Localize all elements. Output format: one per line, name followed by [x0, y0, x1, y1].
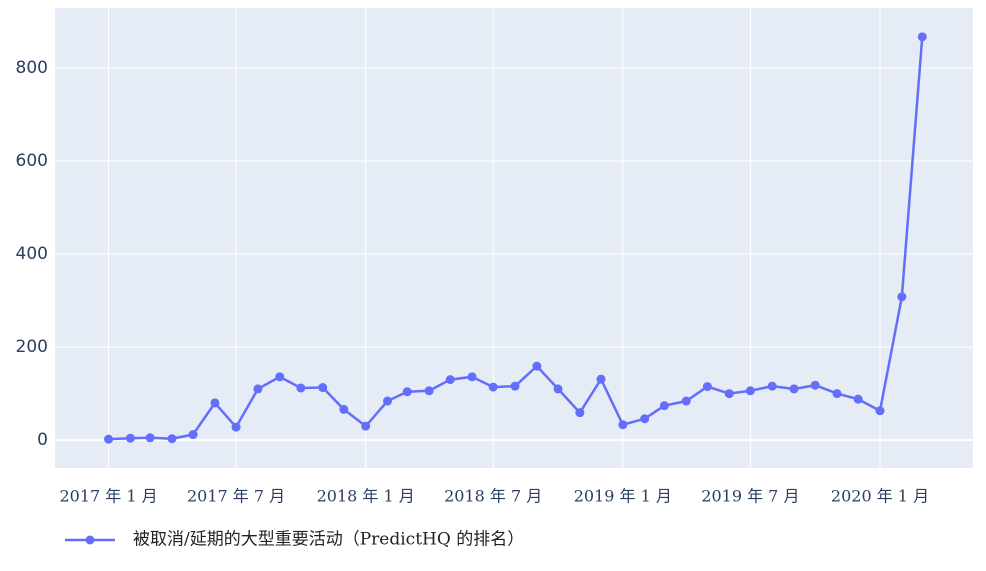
- point: [659, 401, 669, 411]
- point: [810, 380, 820, 390]
- point: [145, 433, 155, 443]
- point: [445, 375, 455, 385]
- point: [596, 374, 606, 384]
- y-tick-label: 600: [16, 151, 48, 171]
- x-tick-label: 2018 年 7 月: [444, 487, 542, 506]
- point: [853, 394, 863, 404]
- point: [467, 372, 477, 382]
- y-tick-label: 400: [16, 244, 48, 264]
- x-tick-label: 2017 年 7 月: [187, 487, 285, 506]
- point: [339, 404, 349, 414]
- point: [575, 408, 585, 418]
- legend-marker: [85, 535, 95, 545]
- point: [789, 384, 799, 394]
- x-tick-label: 2020 年 1 月: [831, 487, 929, 506]
- point: [253, 384, 263, 394]
- point: [767, 381, 777, 391]
- y-tick-label: 0: [37, 430, 48, 450]
- point: [875, 406, 885, 416]
- point: [104, 434, 114, 444]
- point: [724, 389, 734, 399]
- point: [897, 292, 907, 302]
- plot-area: [55, 8, 973, 468]
- point: [917, 32, 927, 42]
- point: [681, 396, 691, 406]
- point: [296, 383, 306, 393]
- point: [402, 387, 412, 397]
- point: [188, 430, 198, 440]
- point: [553, 384, 563, 394]
- point: [231, 422, 241, 432]
- point: [383, 396, 393, 406]
- legend-label: 被取消/延期的大型重要活动（PredictHQ 的排名）: [133, 530, 524, 550]
- point: [361, 421, 371, 431]
- point: [318, 383, 328, 393]
- x-tick-label: 2019 年 7 月: [701, 487, 799, 506]
- x-tick-label: 2019 年 1 月: [574, 487, 672, 506]
- y-tick-label: 800: [16, 58, 48, 78]
- point: [618, 420, 628, 430]
- point: [488, 382, 498, 392]
- y-tick-label: 200: [16, 337, 48, 357]
- point: [424, 386, 434, 396]
- x-tick-label: 2018 年 1 月: [317, 487, 415, 506]
- point: [510, 381, 520, 391]
- point: [745, 386, 755, 396]
- point: [125, 433, 135, 443]
- point: [832, 389, 842, 399]
- point: [532, 361, 542, 371]
- point: [640, 414, 650, 424]
- point: [167, 434, 177, 444]
- point: [702, 382, 712, 392]
- x-tick-label: 2017 年 1 月: [59, 487, 157, 506]
- point: [275, 372, 285, 382]
- point: [210, 398, 220, 408]
